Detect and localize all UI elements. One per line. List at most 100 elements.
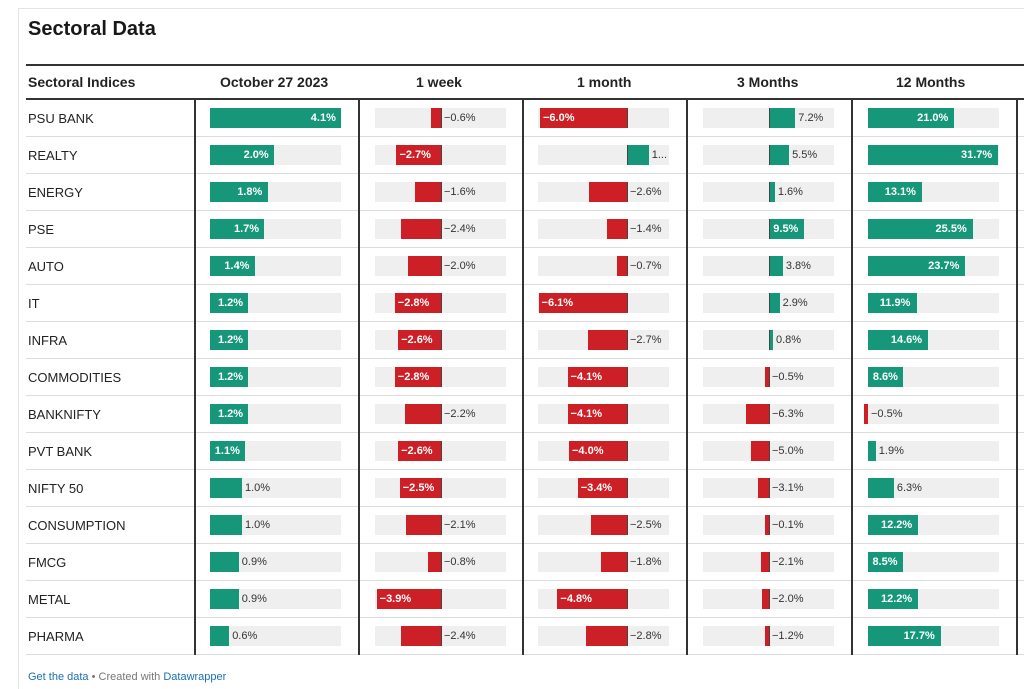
bar-psu-bank-3-months[interactable] [769,108,796,128]
bar-commodities-october-27-2023[interactable] [210,367,249,387]
bar-pvt-bank-october-27-2023[interactable] [210,441,246,461]
bar-consumption-october-27-2023[interactable] [210,515,242,535]
bar-it-1-week[interactable] [394,293,441,313]
bar-banknifty-1-month[interactable] [567,404,627,424]
bar-auto-1-month[interactable] [616,256,627,276]
value-label-pvt-bank-1-month: −4.0% [572,445,604,457]
bar-fmcg-october-27-2023[interactable] [210,552,239,572]
bar-auto-12-months[interactable] [868,256,966,276]
bar-metal-1-week[interactable] [376,589,441,609]
bar-pharma-12-months[interactable] [868,626,941,646]
bar-energy-3-months[interactable] [769,182,775,202]
bar-pvt-bank-12-months[interactable] [868,441,876,461]
header-3-months[interactable]: 3 Months [737,74,799,90]
bar-nifty-50-3-months[interactable] [757,478,769,498]
bar-psu-bank-1-week[interactable] [431,108,441,128]
bar-realty-1-week[interactable] [396,145,441,165]
bar-pharma-1-week[interactable] [401,626,441,646]
bar-pharma-3-months[interactable] [764,626,769,646]
bar-pvt-bank-3-months[interactable] [750,441,769,461]
value-label-infra-1-week: −2.6% [401,334,433,346]
bar-metal-october-27-2023[interactable] [210,589,239,609]
bar-fmcg-12-months[interactable] [868,552,903,572]
bar-banknifty-october-27-2023[interactable] [210,404,249,424]
bar-fmcg-1-week[interactable] [427,552,441,572]
header-1-week[interactable]: 1 week [416,74,462,90]
bar-infra-12-months[interactable] [868,330,928,350]
bar-it-3-months[interactable] [769,293,780,313]
header-1-month[interactable]: 1 month [577,74,632,90]
bar-auto-october-27-2023[interactable] [210,256,255,276]
bar-pharma-october-27-2023[interactable] [210,626,230,646]
bar-realty-1-month[interactable] [627,145,649,165]
bar-nifty-50-12-months[interactable] [868,478,894,498]
bar-psu-bank-1-month[interactable] [540,108,627,128]
bar-commodities-12-months[interactable] [868,367,904,387]
bar-realty-12-months[interactable] [868,145,998,165]
bar-consumption-3-months[interactable] [765,515,769,535]
bar-infra-1-week[interactable] [398,330,441,350]
value-label-metal-1-week: −3.9% [379,593,412,605]
get-data-link[interactable]: Get the data [28,671,89,683]
bar-commodities-1-month[interactable] [567,367,627,387]
zero-axis [441,293,442,313]
bar-energy-october-27-2023[interactable] [210,182,268,202]
bar-realty-october-27-2023[interactable] [210,145,274,165]
bar-nifty-50-1-week[interactable] [399,478,441,498]
bar-psu-bank-12-months[interactable] [868,108,955,128]
bar-energy-12-months[interactable] [868,182,922,202]
bar-pvt-bank-1-week[interactable] [398,441,441,461]
bar-realty-3-months[interactable] [769,145,790,165]
bar-pse-3-months[interactable] [769,219,804,239]
bar-pse-12-months[interactable] [868,219,973,239]
bar-pse-1-week[interactable] [401,219,441,239]
bar-track-october-27-2023: 1.4% [210,256,341,276]
value-label-energy-october-27-2023: 1.8% [237,186,263,198]
bar-track-1-month: −0.7% [538,256,669,276]
header-12-months[interactable]: 12 Months [896,74,966,90]
bar-metal-12-months[interactable] [868,589,919,609]
bar-it-12-months[interactable] [868,293,917,313]
bar-banknifty-12-months[interactable] [864,404,868,424]
value-label-commodities-october-27-2023: 1.2% [218,371,244,383]
sectoral-table: Sectoral Indices October 27 2023 1 week … [26,64,1024,655]
bar-fmcg-3-months[interactable] [761,552,769,572]
table-row: ENERGY 1.8% −1.6% −2.6% 1.6% 13.1% [26,174,1024,211]
bar-infra-1-month[interactable] [587,330,627,350]
bar-nifty-50-october-27-2023[interactable] [210,478,242,498]
bar-pharma-1-month[interactable] [586,626,627,646]
bar-consumption-12-months[interactable] [868,515,919,535]
datawrapper-link[interactable]: Datawrapper [163,671,227,683]
bar-auto-1-week[interactable] [408,256,441,276]
header-october-27-2023[interactable]: October 27 2023 [220,74,329,90]
bar-auto-3-months[interactable] [769,256,783,276]
bar-banknifty-1-week[interactable] [404,404,441,424]
bar-track-1-week: −2.0% [375,256,506,276]
bar-pse-october-27-2023[interactable] [210,219,265,239]
bar-consumption-1-week[interactable] [406,515,441,535]
bar-energy-1-week[interactable] [414,182,441,202]
bar-pse-1-month[interactable] [606,219,627,239]
zero-axis [441,404,442,424]
row-divider [26,284,1024,285]
bar-energy-1-month[interactable] [589,182,627,202]
bar-psu-bank-october-27-2023[interactable] [210,108,342,128]
bar-fmcg-1-month[interactable] [600,552,627,572]
bar-pvt-bank-1-month[interactable] [569,441,627,461]
bar-metal-1-month[interactable] [557,589,627,609]
bar-commodities-1-week[interactable] [394,367,441,387]
value-label-nifty-50-1-week: −2.5% [402,482,435,494]
bar-nifty-50-1-month[interactable] [577,478,627,498]
bar-banknifty-3-months[interactable] [746,404,769,424]
bar-consumption-1-month[interactable] [590,515,627,535]
bar-it-october-27-2023[interactable] [210,293,249,313]
bar-infra-october-27-2023[interactable] [210,330,249,350]
row-label-pse: PSE [28,222,55,237]
bar-it-1-month[interactable] [538,293,627,313]
bar-metal-3-months[interactable] [761,589,769,609]
bar-infra-3-months[interactable] [769,330,773,350]
header-sectoral-indices[interactable]: Sectoral Indices [28,74,136,90]
bar-commodities-3-months[interactable] [765,367,769,387]
zero-axis [627,478,628,498]
row-divider [26,580,1024,581]
